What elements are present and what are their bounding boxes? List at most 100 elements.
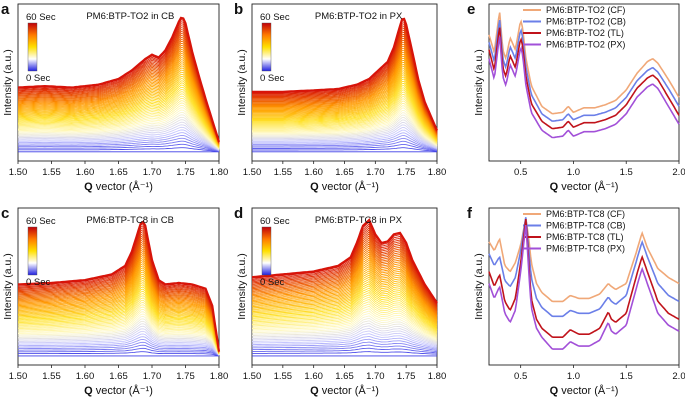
frame-line-58: [17, 225, 220, 352]
frame-line-21: [252, 98, 438, 144]
frame-line-31: [252, 76, 438, 141]
y-axis-label: Intensity (a.u.): [236, 49, 248, 116]
frame-line-57: [17, 227, 220, 352]
x-tick-label: 2.0: [672, 371, 685, 382]
frame-line-2: [18, 351, 220, 357]
frame-line-22: [252, 96, 438, 144]
frame-line-29: [18, 284, 220, 354]
frame-line-10: [252, 124, 438, 148]
frame-line-45: [17, 47, 220, 145]
x-axis-label: Q vector (Å⁻¹): [310, 180, 379, 193]
x-tick-label: 1.70: [143, 371, 162, 382]
frame-line-50: [252, 37, 438, 134]
frame-line-45: [251, 249, 438, 315]
frame-line-11: [252, 121, 438, 148]
frame-line-37: [252, 64, 438, 139]
frame-line-43: [18, 51, 220, 145]
frame-line-20: [17, 100, 220, 149]
series-line-3: [488, 27, 680, 130]
x-tick-label: 1.75: [176, 167, 195, 178]
colorbar: [27, 226, 38, 276]
x-tick-label: 1.70: [366, 371, 385, 382]
frame-line-56: [17, 229, 220, 352]
frame-line-54: [17, 232, 220, 352]
frame-line-60: [251, 218, 438, 304]
frame-line-18: [252, 105, 438, 145]
frame-line-38: [251, 263, 438, 321]
frame-line-20: [252, 303, 438, 337]
series-line-4: [488, 225, 680, 350]
frame-line-4: [252, 140, 438, 151]
frame-line-8: [252, 333, 438, 348]
frame-line-52: [17, 236, 220, 353]
frame-line-35: [251, 270, 438, 324]
frame-line-22: [251, 298, 438, 335]
x-tick-label: 1.55: [42, 371, 61, 382]
x-tick-label: 1.0: [567, 371, 580, 382]
frame-line-46: [17, 45, 220, 145]
frame-line-23: [18, 93, 220, 148]
frame-line-21: [251, 301, 438, 336]
x-tick-label: 1.75: [397, 167, 416, 178]
frame-line-22: [18, 299, 220, 355]
x-axis-label: Q vector (Å⁻¹): [84, 180, 153, 193]
x-axis-label-symbol: Q: [550, 181, 559, 193]
frame-line-19: [251, 305, 438, 337]
x-tick-label: 1.55: [274, 167, 293, 178]
x-tick-label: 1.80: [428, 167, 447, 178]
frame-line-36: [251, 268, 438, 323]
x-tick-label: 1.60: [76, 167, 95, 178]
frame-line-41: [252, 55, 438, 137]
x-axis-label-text: vector (Å⁻¹): [558, 180, 618, 193]
frame-line-28: [251, 285, 438, 329]
x-tick-label: 1.0: [567, 167, 580, 178]
frame-line-52: [252, 33, 438, 134]
frame-line-5: [251, 341, 438, 351]
frame-line-43: [251, 253, 438, 317]
colorbar: [261, 226, 272, 276]
frame-line-31: [251, 278, 438, 327]
frame-line-18: [18, 104, 220, 149]
frame-line-11: [251, 325, 438, 345]
frame-line-25: [251, 292, 438, 332]
frame-line-6: [17, 134, 220, 152]
panel-b-chart: PM6:BTP-TO2 in PX 60 Sec 0 Sec 1.50 1.55 1.60…: [236, 3, 447, 193]
frame-line-32: [17, 73, 220, 147]
x-axis-label-symbol: Q: [310, 385, 319, 397]
x-tick-label: 1.75: [176, 371, 195, 382]
frame-line-20: [252, 100, 438, 145]
chart-title: PM6:BTP-TC8 in CB: [86, 215, 174, 226]
frame-line-9: [252, 127, 438, 149]
x-tick-label: 1.80: [428, 371, 447, 382]
frame-line-25: [17, 292, 220, 355]
x-tick-label: 1.60: [304, 371, 323, 382]
frame-line-31: [18, 279, 220, 354]
colorbar-bottom-label: 0 Sec: [26, 73, 51, 84]
frame-line-38: [17, 61, 220, 146]
x-tick-label: 1.50: [243, 167, 262, 178]
frame-line-8: [18, 129, 220, 151]
frame-line-48: [252, 41, 438, 135]
y-axis-label: Intensity (a.u.): [2, 49, 14, 116]
frame-line-4: [252, 344, 438, 353]
frame-line-47: [252, 43, 438, 135]
frame-line-3: [18, 143, 220, 152]
x-tick-label: 1.65: [109, 167, 128, 178]
frame-line-14: [252, 114, 438, 147]
frame-line-22: [18, 95, 220, 148]
frame-line-47: [17, 246, 220, 353]
frame-line-15: [251, 315, 438, 341]
frame-line-19: [252, 102, 438, 145]
frame-line-6: [18, 338, 220, 356]
frame-line-8: [252, 129, 438, 149]
frame-line-47: [17, 42, 220, 144]
x-tick-label: 1.65: [335, 371, 354, 382]
colorbar: [261, 22, 272, 72]
frame-line-48: [17, 244, 220, 353]
legend-label: PM6:BTP-TC8 (PX): [546, 244, 625, 254]
x-tick-label: 1.80: [210, 167, 229, 178]
frame-line-24: [252, 91, 438, 143]
frame-line-44: [251, 251, 438, 316]
colorbar-bottom-label: 0 Sec: [260, 73, 285, 84]
